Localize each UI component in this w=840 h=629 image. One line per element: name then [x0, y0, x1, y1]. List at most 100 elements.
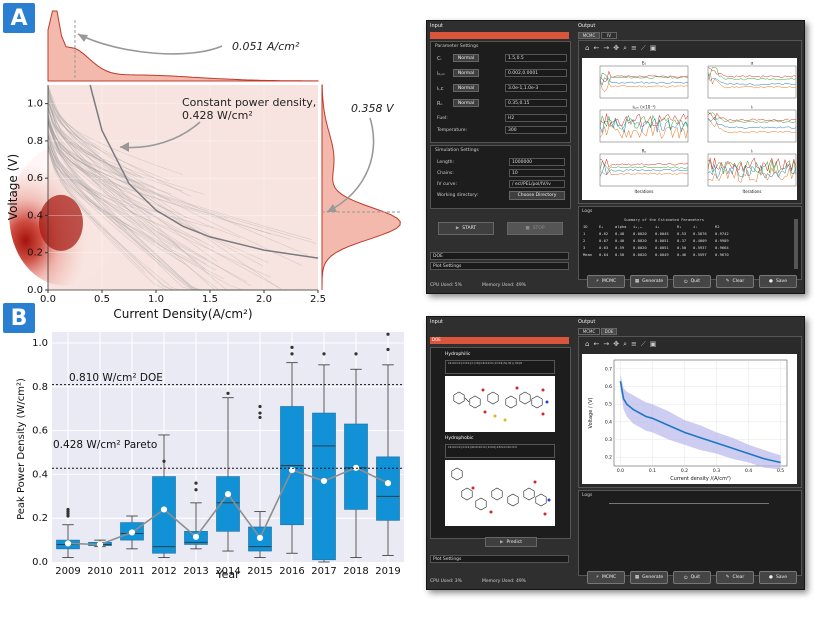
grid-icon: ▦	[634, 575, 640, 580]
bottom-button-save[interactable]: ● Save	[759, 275, 797, 288]
predict-button[interactable]: ▶ Predict	[485, 537, 537, 547]
tab-iv[interactable]: IV	[601, 32, 617, 39]
constant-power-curve	[89, 84, 319, 259]
start-button[interactable]: ▶ START	[438, 222, 494, 235]
hydrophobic-smiles[interactable]: C1=CC=C(C=C1)OC2=CC=C(C=C2)C3=CC=CC=C3	[445, 444, 555, 458]
param-value-input[interactable]: 0.002,0.0001	[505, 69, 567, 77]
polarization-curve	[47, 149, 194, 291]
param-value-input[interactable]: 3.0e-1,1.0e-3	[505, 84, 567, 92]
zoom-icon[interactable]: ⌕	[623, 340, 631, 348]
iv-curve-input[interactable]: / ecl/PEL/pol/IV/iv	[509, 180, 565, 188]
back-icon[interactable]: ←	[593, 44, 604, 52]
polarization-curve	[47, 134, 128, 231]
bottom-button-clear[interactable]: ✎ Clear	[716, 571, 754, 584]
save-icon[interactable]: ▣	[649, 44, 661, 52]
param-dist-select[interactable]: Normal	[453, 69, 479, 77]
y-tick-label: 1.0	[32, 338, 48, 349]
pan-icon[interactable]: ✥	[613, 340, 624, 348]
bottom-button-generate[interactable]: ▦ Generate	[630, 571, 668, 584]
polarization-curve	[47, 91, 184, 175]
mcmc-window: Input Output Parameter Settings Cₗ Normal…	[426, 20, 805, 294]
mean-point	[128, 529, 136, 536]
polarization-curve	[47, 124, 241, 238]
back-icon[interactable]: ←	[593, 340, 604, 348]
x-tick-label: 2010	[87, 566, 112, 577]
mean-point	[384, 480, 392, 487]
curve-icon[interactable]: ⟋	[640, 44, 650, 52]
zoom-icon[interactable]: ⌕	[623, 44, 631, 52]
annotation-peak-v: 0.358 V	[351, 102, 395, 115]
home-icon[interactable]: ⌂	[585, 340, 594, 348]
param-dist-select[interactable]: Normal	[453, 99, 479, 107]
oxygen-atom	[533, 480, 537, 484]
bottom-button-quit[interactable]: ⏻ Quit	[673, 275, 711, 288]
plot-settings-bar[interactable]: Plot Settings	[430, 555, 569, 563]
log-cell: 3	[583, 245, 586, 250]
log-cell: 0.5937	[693, 245, 707, 250]
log-cell: 0.63	[599, 245, 609, 250]
bottom-button-mcmc[interactable]: ⚡ MCMC	[587, 275, 625, 288]
log-input[interactable]: DOE	[430, 252, 569, 260]
tab-mcmc[interactable]: MCMC	[578, 328, 600, 335]
bottom-button-quit[interactable]: ⏻ Quit	[673, 571, 711, 584]
bottom-button-mcmc[interactable]: ⚡ MCMC	[587, 571, 625, 584]
box-2017	[312, 412, 336, 561]
oxygen-atom	[541, 388, 545, 392]
param-dist-select[interactable]: Normal	[453, 54, 479, 62]
logs-title: Logs	[582, 209, 593, 214]
param-value-input[interactable]: 0.35,0.15	[505, 99, 567, 107]
log-cell: 0.50	[615, 252, 625, 257]
x-tick-label: 0.0	[617, 468, 624, 474]
x-tick-label: 2014	[215, 566, 240, 577]
tab-mcmc[interactable]: MCMC	[578, 32, 600, 39]
home-icon[interactable]: ⌂	[585, 44, 594, 52]
mcmc-subplot	[707, 109, 797, 143]
chains-input[interactable]: 10	[509, 169, 565, 177]
configure-icon[interactable]: ≡	[631, 44, 641, 52]
outlier-point	[290, 352, 294, 356]
pan-icon[interactable]: ✥	[613, 44, 624, 52]
length-input[interactable]: 1000000	[509, 158, 565, 166]
param-dist-select[interactable]: Normal	[453, 84, 479, 92]
subplot-title: iₗ	[751, 149, 753, 154]
y-tick-label: 0.2	[605, 455, 612, 461]
temperature-input[interactable]: 300	[505, 126, 567, 134]
ring	[491, 487, 503, 501]
curve-icon[interactable]: ⟋	[640, 340, 650, 348]
box-2012	[152, 476, 176, 554]
polarization-curve	[47, 148, 173, 249]
configure-icon[interactable]: ≡	[631, 340, 641, 348]
log-cell: R₁	[677, 224, 682, 229]
bottom-button-clear[interactable]: ✎ Clear	[716, 275, 754, 288]
forward-icon[interactable]: →	[603, 44, 614, 52]
y-axis-label: Voltage (V)	[6, 154, 20, 220]
polarization-curve	[47, 122, 251, 287]
bottom-button-generate[interactable]: ▦ Generate	[630, 275, 668, 288]
bottom-button-save[interactable]: ● Save	[759, 571, 797, 584]
outlier-point	[290, 345, 294, 349]
log-cell: 2	[583, 238, 586, 243]
polarization-curve	[47, 90, 182, 222]
chain-trace	[707, 67, 797, 78]
log-cell: 0.5876	[693, 231, 707, 236]
memory-label: Memory Used: 49%	[482, 283, 526, 288]
output-title: Output	[578, 23, 596, 29]
power-icon: ⏻	[684, 279, 688, 285]
fuel-select[interactable]: H2	[505, 114, 567, 122]
polarization-curve	[47, 92, 145, 189]
param-value-input[interactable]: 1.5,0.5	[505, 54, 567, 62]
stop-button[interactable]: ■ STOP	[507, 222, 563, 235]
choose-directory-button[interactable]: Choose Directory	[509, 191, 565, 200]
hydrophilic-smiles[interactable]: C1=CC=C(C=C1)C(=O)C2=CC=C(C=C2)S(=O)(=O)…	[445, 360, 555, 374]
forward-icon[interactable]: →	[603, 340, 614, 348]
pareto-label: 0.428 W/cm² Pareto	[53, 439, 157, 451]
save-icon[interactable]: ▣	[649, 340, 661, 348]
plot-settings-bar[interactable]: Plot Settings	[430, 262, 569, 270]
logs-scrollbar[interactable]	[794, 219, 798, 269]
polarization-curve	[47, 109, 183, 192]
polarization-curve	[47, 126, 292, 240]
start-label: START	[462, 226, 477, 231]
tab-doe[interactable]: DOE	[601, 328, 617, 335]
polarization-curve	[47, 146, 198, 264]
x-tick-label: 1.0	[148, 294, 164, 305]
